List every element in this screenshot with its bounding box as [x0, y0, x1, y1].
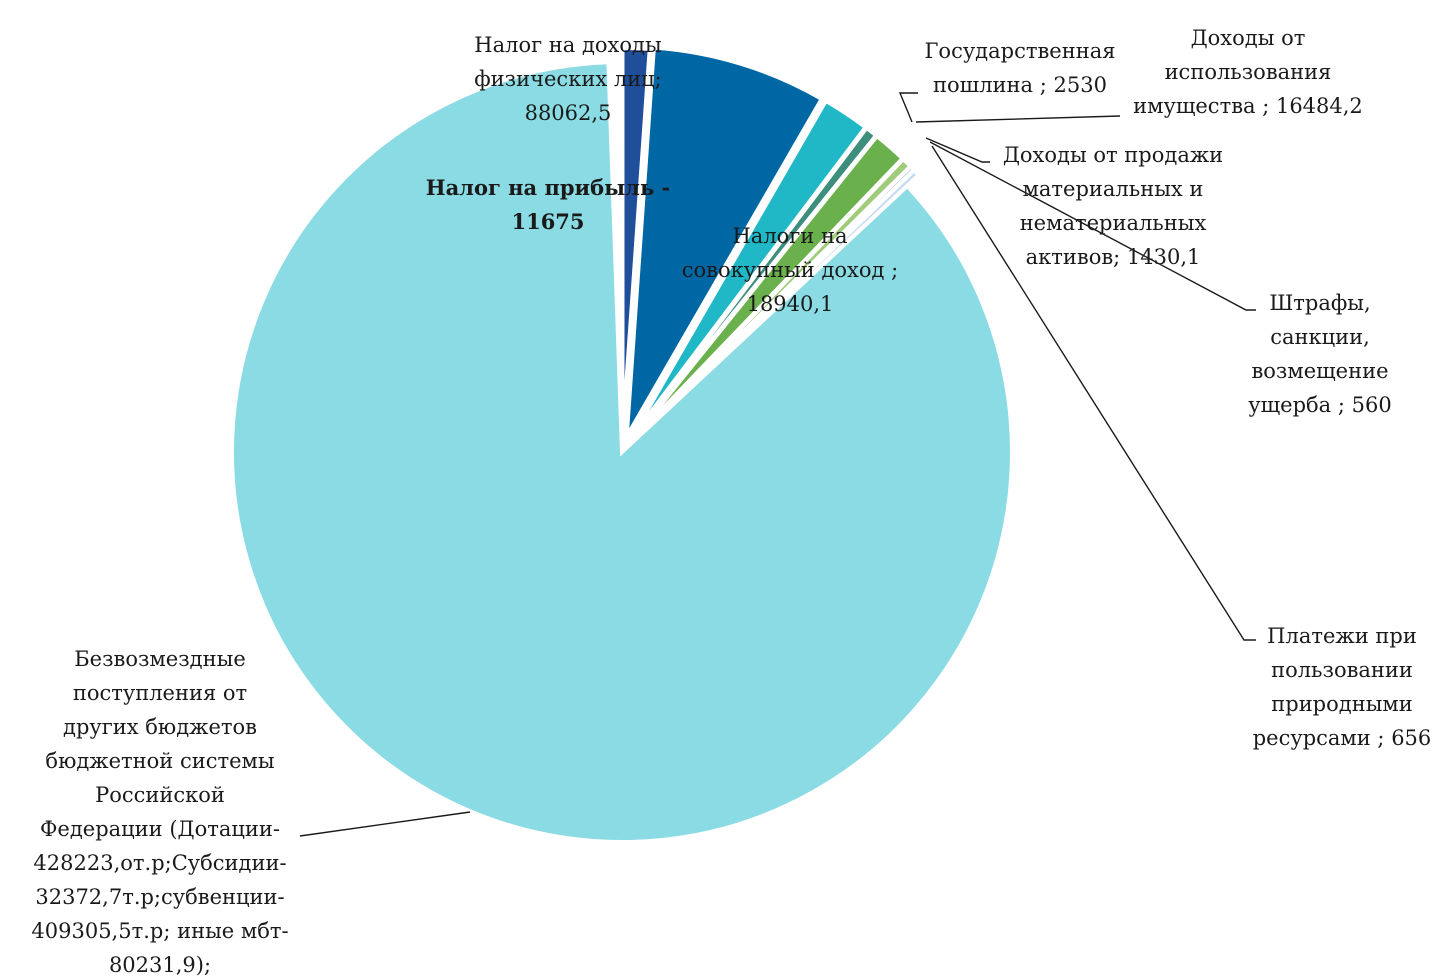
pie-slices — [230, 45, 1014, 844]
pie-slice-profit — [620, 46, 652, 439]
leader-line-transfers — [299, 811, 471, 837]
slice-labels: Налог на доходы физических лиц; 88062,5 Нал… — [31, 26, 1431, 977]
leader-line-sale — [925, 137, 990, 163]
slice-label-property: Доходы от использования имущества ; 16484,… — [1133, 26, 1363, 118]
slice-label-profit: Налог на прибыль -11675 — [426, 175, 671, 234]
slice-label-duty: Государственная пошлина ; 2530 — [925, 39, 1116, 97]
leader-line-fines — [929, 141, 1256, 311]
slice-label-nature: Платежи при пользовании природными ресурсам… — [1253, 624, 1432, 750]
slice-label-transfers: Безвозмездные поступления от других бюджет… — [31, 647, 288, 977]
slice-label-aggregate: Налоги на совокупный доход ; 18940,1 — [682, 224, 898, 316]
slice-label-sale: Доходы от продажи материальных и нематериа… — [1003, 143, 1223, 269]
pie-slice-transfers — [230, 60, 1014, 844]
slice-label-pit: Налог на доходы физических лиц; 88062,5 — [474, 33, 662, 125]
leader-line-duty — [898, 92, 918, 123]
pie-slice-pit — [624, 45, 825, 438]
leader-line-property — [915, 115, 1121, 123]
leader-lines — [299, 92, 1256, 837]
slice-label-fines: Штрафы, санкции, возмещение ущерба ; 560 — [1248, 291, 1391, 417]
leader-line-nature — [931, 145, 1256, 641]
